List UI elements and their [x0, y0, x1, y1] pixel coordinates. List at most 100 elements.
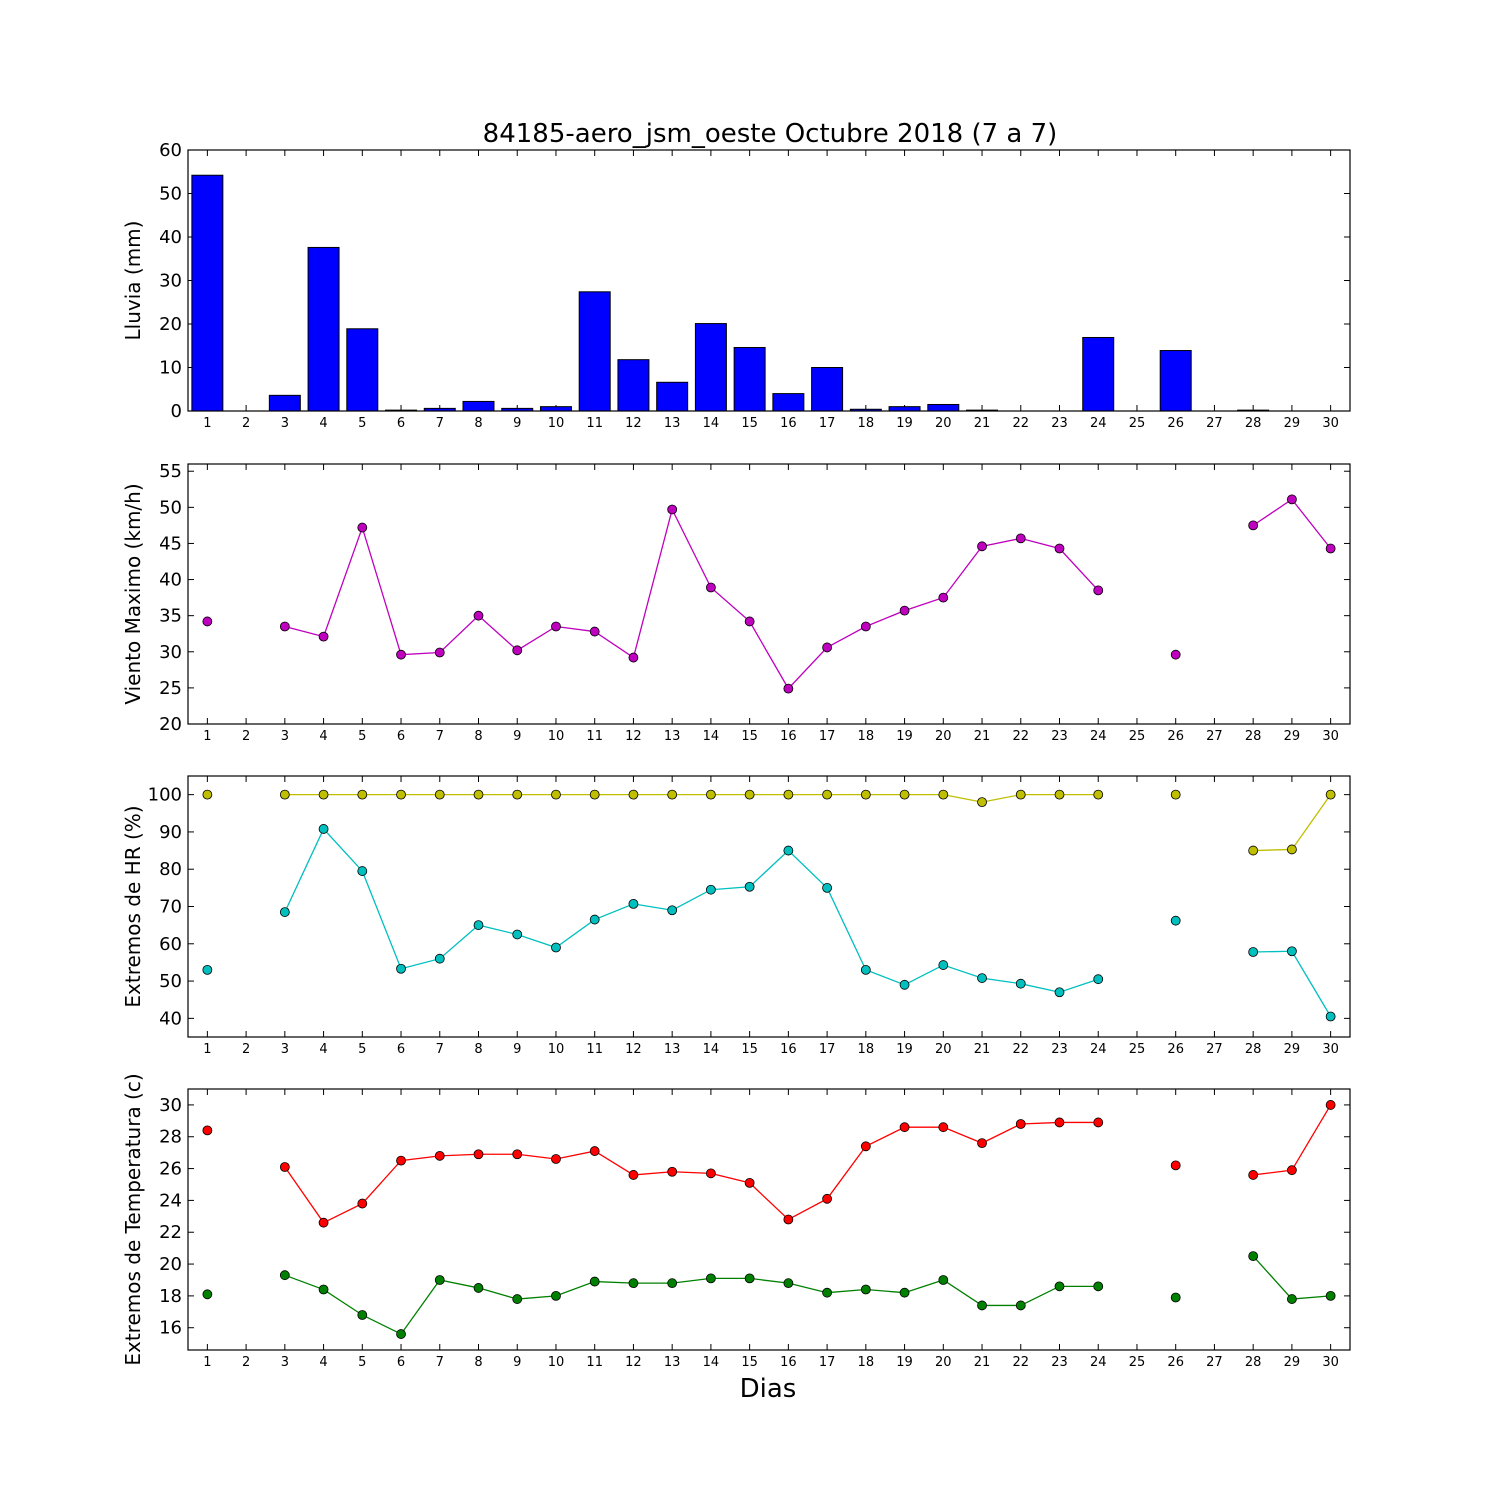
data-point	[667, 789, 678, 800]
x-tick-label: 24	[1090, 729, 1107, 744]
x-tick-label: 12	[625, 729, 642, 744]
x-tick-label: 29	[1284, 1355, 1301, 1370]
data-point	[1287, 946, 1297, 957]
x-tick-label: 24	[1090, 1042, 1107, 1057]
data-point	[279, 907, 290, 917]
series-line	[284, 1121, 1099, 1224]
x-tick-label: 18	[858, 1355, 875, 1370]
data-point	[628, 789, 639, 800]
x-tick-label: 13	[664, 729, 681, 744]
data-point	[434, 1275, 445, 1285]
data-point	[1015, 1300, 1026, 1311]
x-tick-label: 30	[1322, 1042, 1339, 1057]
x-tick-label: 11	[586, 1042, 603, 1057]
data-point	[551, 621, 561, 632]
x-tick-label: 10	[548, 1042, 565, 1057]
x-tick-label: 5	[358, 729, 366, 744]
rain-bar	[1082, 336, 1115, 412]
x-tick-label: 10	[548, 1355, 565, 1370]
x-tick-label: 6	[397, 1042, 405, 1057]
data-point	[1015, 533, 1026, 544]
x-tick-label: 16	[780, 416, 797, 431]
x-tick-label: 6	[397, 1355, 405, 1370]
data-point	[628, 1278, 639, 1289]
x-tick-label: 13	[664, 1355, 681, 1370]
data-point	[706, 582, 716, 593]
data-point	[318, 789, 329, 800]
data-point	[551, 1154, 561, 1164]
x-tick-label: 30	[1322, 416, 1339, 431]
x-tick-label: 13	[664, 1042, 681, 1057]
data-point	[202, 616, 213, 627]
x-tick-label: 17	[819, 729, 836, 744]
rain-bar	[578, 291, 611, 412]
data-point	[667, 504, 678, 515]
x-tick-label: 16	[780, 729, 797, 744]
data-point	[202, 964, 213, 975]
y-tick-label: 16	[159, 1318, 182, 1339]
data-point	[744, 1273, 755, 1284]
data-point	[434, 953, 445, 964]
data-point	[396, 789, 406, 800]
y-tick-label: 55	[159, 461, 182, 482]
y-tick-label: 80	[159, 859, 182, 880]
x-tick-label: 5	[358, 416, 366, 431]
rain-bar	[346, 328, 379, 412]
x-tick-label: 22	[1012, 1042, 1029, 1057]
x-tick-label: 23	[1051, 1355, 1068, 1370]
x-tick-label: 2	[242, 1042, 250, 1057]
y-tick-label: 35	[159, 606, 182, 627]
series-line	[284, 793, 1099, 803]
data-point	[473, 1283, 484, 1293]
data-point	[512, 929, 523, 940]
data-point	[822, 642, 832, 653]
data-point	[512, 789, 523, 800]
data-point	[1093, 1117, 1104, 1128]
data-point	[1093, 789, 1104, 800]
x-tick-label: 17	[819, 416, 836, 431]
x-tick-label: 14	[703, 1042, 720, 1057]
data-point	[783, 1214, 794, 1225]
data-point	[202, 789, 213, 800]
data-point	[822, 882, 832, 893]
y-tick-label: 60	[159, 934, 182, 955]
data-point	[1054, 1281, 1065, 1292]
y-tick-label: 0	[171, 401, 182, 422]
data-point	[1015, 1119, 1026, 1129]
x-tick-label: 6	[397, 729, 405, 744]
data-point	[744, 616, 755, 627]
x-tick-label: 23	[1051, 1042, 1068, 1057]
y-tick-label: 10	[159, 358, 182, 379]
data-point	[1325, 543, 1336, 554]
data-point	[977, 797, 987, 807]
data-point	[1054, 987, 1065, 998]
rain-bar	[268, 394, 301, 412]
rain-bar	[772, 393, 805, 412]
x-tick-label: 1	[203, 729, 211, 744]
x-tick-label: 3	[281, 416, 289, 431]
data-point	[977, 541, 987, 552]
data-point	[589, 789, 600, 800]
x-tick-label: 25	[1129, 1042, 1146, 1057]
data-point	[589, 1276, 600, 1287]
data-point	[1093, 1281, 1104, 1292]
data-point	[899, 605, 910, 616]
x-tick-label: 14	[703, 416, 720, 431]
series-line	[1253, 950, 1332, 1017]
x-tick-label: 8	[474, 416, 482, 431]
y-tick-label: 24	[159, 1190, 182, 1211]
data-point	[1054, 1117, 1065, 1128]
x-tick-label: 19	[896, 1042, 913, 1057]
x-tick-label: 6	[397, 416, 405, 431]
x-tick-label: 13	[664, 416, 681, 431]
data-point	[706, 789, 716, 800]
x-tick-label: 15	[741, 729, 758, 744]
data-point	[744, 1177, 755, 1188]
data-point	[318, 824, 329, 834]
data-point	[860, 964, 871, 975]
x-tick-label: 22	[1012, 1355, 1029, 1370]
y-axis-label: Lluvia (mm)	[121, 221, 145, 341]
x-tick-label: 5	[358, 1042, 366, 1057]
axes-frame	[187, 775, 1351, 1038]
